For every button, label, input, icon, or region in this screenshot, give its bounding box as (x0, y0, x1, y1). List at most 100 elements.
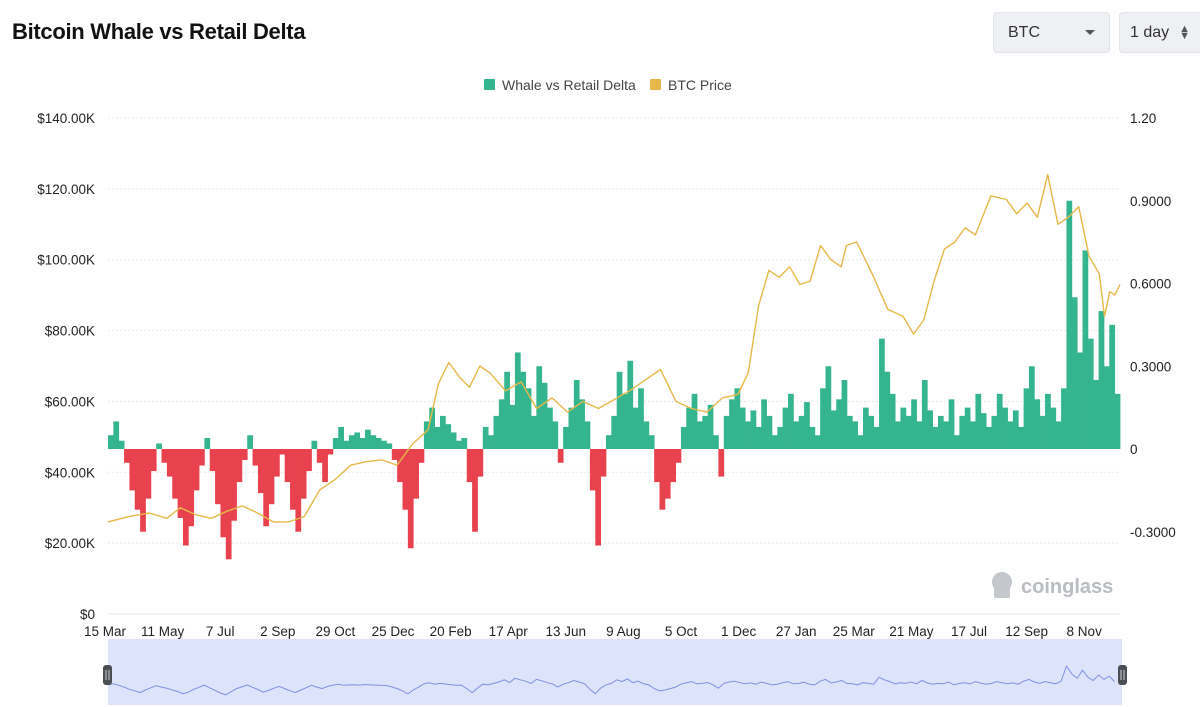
x-tick-label: 13 Jun (546, 624, 587, 639)
interval-select[interactable]: 1 day ▲ ▼ (1119, 12, 1200, 53)
delta-bar (814, 435, 821, 449)
delta-bar (279, 449, 286, 455)
right-tick-label: 1.20 (1130, 111, 1156, 126)
left-tick-label: $140.00K (37, 111, 95, 126)
delta-bar (108, 435, 114, 449)
delta-bar (498, 399, 505, 449)
delta-bar (118, 440, 125, 449)
delta-bar (370, 435, 377, 449)
delta-bar (236, 449, 243, 483)
delta-bar (691, 393, 698, 449)
delta-bar (927, 410, 933, 449)
delta-bar (654, 449, 660, 483)
delta-bar (595, 449, 602, 546)
delta-bar (434, 426, 441, 449)
delta-bar (525, 388, 532, 449)
delta-bar (959, 415, 966, 449)
delta-bar (199, 449, 205, 466)
delta-bar (713, 435, 719, 449)
legend-swatch-price[interactable] (650, 79, 661, 90)
delta-bar (124, 449, 130, 463)
delta-bar (948, 399, 955, 449)
watermark-text: coinglass (1021, 576, 1113, 598)
delta-bar (664, 449, 671, 499)
delta-bar (1045, 393, 1051, 449)
delta-bar (493, 415, 500, 449)
interval-select-value: 1 day (1130, 23, 1170, 41)
delta-bar (937, 415, 944, 449)
delta-bar (418, 449, 425, 463)
delta-bar (932, 426, 939, 449)
legend-label-delta[interactable]: Whale vs Retail Delta (502, 77, 636, 93)
delta-bar (402, 449, 409, 510)
x-tick-label: 29 Oct (316, 624, 356, 639)
x-tick-label: 17 Apr (489, 624, 529, 639)
delta-bar (504, 371, 510, 449)
delta-bar (397, 449, 403, 483)
delta-bar (322, 449, 328, 483)
delta-bar (204, 437, 211, 449)
delta-bar (509, 404, 516, 449)
delta-bar (531, 415, 537, 449)
delta-bar (761, 399, 767, 449)
x-tick-label: 2 Sep (260, 624, 295, 639)
delta-bar (868, 415, 875, 449)
left-tick-label: $80.00K (45, 324, 95, 339)
navigator-handle-right[interactable] (1118, 665, 1127, 685)
delta-bar (1028, 366, 1035, 449)
delta-bar (718, 449, 725, 477)
asset-select[interactable]: BTC (993, 12, 1110, 53)
delta-bar (879, 338, 885, 449)
delta-bar (632, 407, 639, 450)
delta-bar (113, 421, 120, 449)
delta-bar (215, 449, 221, 505)
legend-label-price[interactable]: BTC Price (668, 77, 732, 93)
delta-bar (557, 449, 564, 463)
delta-bar (140, 449, 146, 532)
delta-bar (327, 449, 334, 455)
delta-bar (1050, 407, 1057, 450)
delta-bar (627, 360, 634, 449)
delta-bar (386, 443, 393, 449)
delta-bar (643, 421, 650, 449)
delta-bar (862, 407, 869, 450)
delta-bar (177, 449, 184, 518)
left-tick-label: $20.00K (45, 536, 95, 551)
delta-bar (343, 440, 350, 449)
delta-bar (680, 426, 687, 449)
delta-bar (622, 393, 628, 449)
legend-swatch-delta[interactable] (484, 79, 495, 90)
right-tick-label: 0.3000 (1130, 359, 1171, 374)
delta-bar (290, 449, 296, 510)
delta-bar (1077, 352, 1083, 449)
delta-bar (311, 440, 318, 449)
delta-bar (423, 421, 430, 449)
delta-bar (1114, 393, 1121, 449)
delta-bar (991, 415, 998, 449)
range-navigator[interactable] (103, 639, 1127, 705)
delta-bar (231, 449, 237, 521)
delta-bar (884, 371, 891, 449)
delta-bar (520, 371, 527, 449)
navigator-series (107, 665, 1115, 696)
delta-bar (1007, 421, 1014, 449)
delta-bar (1071, 297, 1078, 449)
delta-bar (707, 404, 714, 449)
right-tick-label: 0.6000 (1130, 277, 1171, 292)
delta-bar (1109, 324, 1116, 450)
delta-bar (895, 421, 901, 449)
delta-bar (589, 449, 596, 491)
delta-bar (439, 415, 446, 449)
delta-bar (911, 399, 917, 449)
navigator-handle-left[interactable] (103, 665, 112, 685)
handle-left-icon[interactable] (103, 665, 112, 685)
price-series-line (107, 174, 1121, 523)
handle-right-icon[interactable] (1118, 665, 1127, 685)
delta-bar (1087, 338, 1094, 449)
x-tick-label: 7 Jul (206, 624, 235, 639)
x-tick-label: 8 Nov (1067, 624, 1103, 639)
delta-bar (1018, 426, 1025, 449)
delta-bar (605, 435, 612, 449)
delta-bar (857, 435, 864, 449)
delta-bar (375, 437, 382, 449)
